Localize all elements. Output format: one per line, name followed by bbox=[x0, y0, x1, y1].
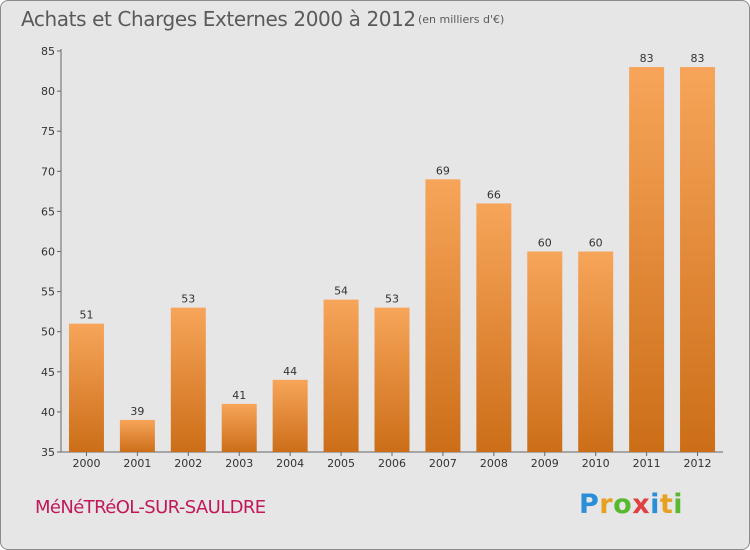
bar-value-label: 51 bbox=[79, 309, 93, 322]
x-tick-label: 2004 bbox=[276, 457, 304, 470]
logo-letter: t bbox=[659, 489, 674, 520]
bar-value-label: 41 bbox=[232, 389, 246, 402]
bar-value-label: 83 bbox=[691, 52, 705, 65]
chart-subtitle: (en milliers d'€) bbox=[418, 13, 505, 26]
bar bbox=[221, 403, 257, 452]
bar-value-label: 60 bbox=[589, 237, 603, 250]
bar-value-label: 83 bbox=[640, 52, 654, 65]
bar bbox=[272, 379, 308, 452]
y-tick-label: 50 bbox=[41, 326, 55, 339]
y-tick-label: 45 bbox=[41, 366, 55, 379]
x-tick-label: 2010 bbox=[582, 457, 610, 470]
bar bbox=[578, 251, 614, 452]
bar bbox=[425, 179, 461, 452]
y-tick-label: 65 bbox=[41, 205, 55, 218]
bar bbox=[629, 67, 665, 452]
y-tick-label: 35 bbox=[41, 446, 55, 459]
commune-name: MéNéTRéOL-SUR-SAULDRE bbox=[35, 497, 266, 518]
bar bbox=[170, 307, 206, 452]
x-tick-label: 2002 bbox=[174, 457, 202, 470]
bar bbox=[527, 251, 563, 452]
logo-letter: o bbox=[613, 489, 633, 520]
logo-letter: i bbox=[650, 489, 660, 520]
y-tick-label: 55 bbox=[41, 286, 55, 299]
logo-letter: x bbox=[632, 489, 651, 520]
bar bbox=[68, 323, 104, 452]
bar-value-label: 54 bbox=[334, 285, 348, 298]
proxiti-logo: Proxiti bbox=[579, 489, 683, 520]
bar-value-label: 39 bbox=[130, 405, 144, 418]
x-tick-label: 2005 bbox=[327, 457, 355, 470]
y-tick-label: 80 bbox=[41, 85, 55, 98]
bar-value-label: 69 bbox=[436, 164, 450, 177]
x-tick-label: 2000 bbox=[72, 457, 100, 470]
bar bbox=[323, 299, 359, 452]
y-tick-label: 70 bbox=[41, 165, 55, 178]
x-tick-label: 2001 bbox=[123, 457, 151, 470]
x-tick-label: 2007 bbox=[429, 457, 457, 470]
bar bbox=[374, 307, 410, 452]
x-tick-label: 2012 bbox=[684, 457, 712, 470]
logo-letter: r bbox=[599, 489, 614, 520]
x-tick-label: 2006 bbox=[378, 457, 406, 470]
y-tick-label: 75 bbox=[41, 125, 55, 138]
x-tick-label: 2008 bbox=[480, 457, 508, 470]
y-tick-label: 40 bbox=[41, 406, 55, 419]
bar-value-label: 60 bbox=[538, 237, 552, 250]
logo-letter: P bbox=[579, 489, 600, 520]
x-tick-label: 2003 bbox=[225, 457, 253, 470]
y-tick-label: 85 bbox=[41, 45, 55, 58]
x-tick-label: 2009 bbox=[531, 457, 559, 470]
x-tick-label: 2011 bbox=[633, 457, 661, 470]
bar-value-label: 66 bbox=[487, 188, 501, 201]
logo-letter: i bbox=[673, 489, 684, 520]
y-tick-label: 60 bbox=[41, 246, 55, 259]
bar-value-label: 53 bbox=[181, 293, 195, 306]
bar bbox=[119, 419, 155, 452]
bar-value-label: 44 bbox=[283, 365, 297, 378]
bar-value-label: 53 bbox=[385, 293, 399, 306]
chart-title: Achats et Charges Externes 2000 à 2012 bbox=[21, 7, 416, 31]
bar bbox=[680, 67, 716, 452]
bar bbox=[476, 203, 512, 452]
